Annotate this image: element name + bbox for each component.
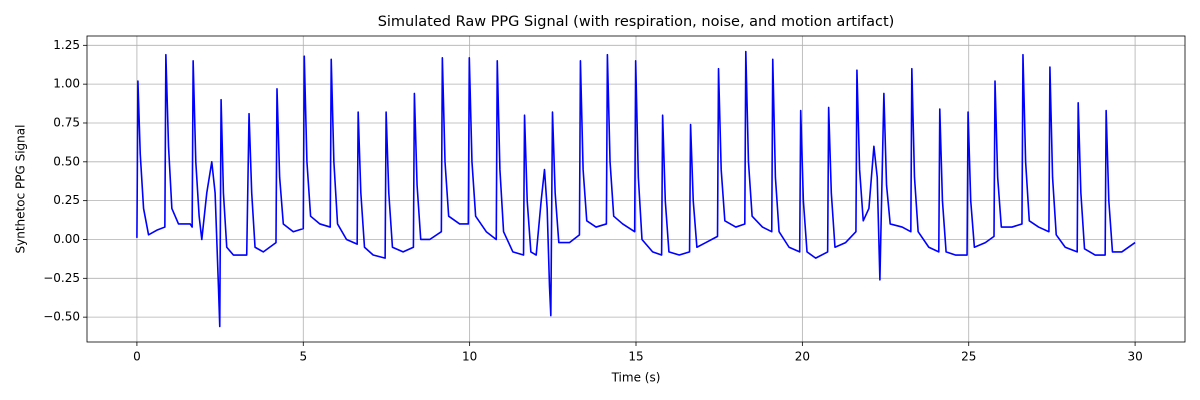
y-tick-label: 1.00 [53,77,80,91]
x-axis-label: Time (s) [611,371,661,385]
x-tick-label: 20 [795,350,810,364]
y-tick-label: 0.00 [53,232,80,246]
chart-title: Simulated Raw PPG Signal (with respirati… [378,14,895,30]
y-tick-label: −0.50 [43,310,80,324]
y-tick-label: 1.25 [53,38,80,52]
y-tick-label: −0.25 [43,271,80,285]
x-tick-label: 15 [628,350,643,364]
x-tick-label: 5 [299,350,307,364]
plot-frame [86,35,1186,343]
x-tick-label: 0 [133,350,141,364]
x-tick-label: 10 [462,350,477,364]
y-tick-label: 0.75 [53,115,80,129]
signal-line [136,50,1136,328]
x-tick-label: 25 [961,350,976,364]
y-tick-label: 0.25 [53,193,80,207]
x-tick-label: 30 [1127,350,1142,364]
y-tick-label: 0.50 [53,154,80,168]
y-axis-label: Synthetoc PPG Signal [14,125,28,254]
